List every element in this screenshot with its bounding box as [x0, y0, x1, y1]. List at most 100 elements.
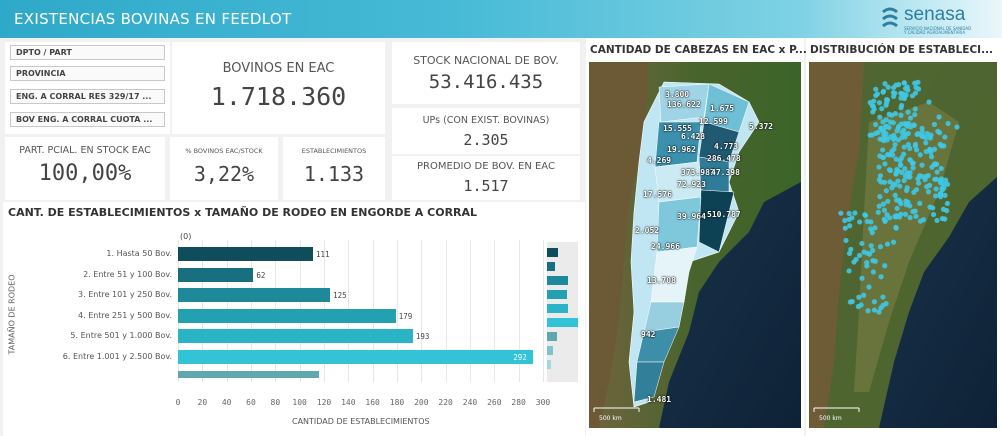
establishment-point [919, 162, 925, 168]
slicer-dpto-part[interactable]: DPTO / PART [10, 45, 165, 60]
x-gridline [494, 240, 496, 382]
establishment-point [911, 122, 917, 128]
establishment-point [878, 274, 884, 280]
establishment-point [907, 214, 913, 221]
establishment-point [880, 88, 887, 94]
establishment-point [883, 96, 890, 103]
establishment-point [924, 131, 930, 137]
establishment-point [901, 80, 907, 86]
establishment-point [883, 131, 889, 137]
establishment-point [938, 190, 944, 196]
establishment-point [917, 173, 923, 179]
map-distribucion-graphic [809, 62, 997, 428]
bar-value-label: 193 [415, 332, 430, 342]
x-tick-label: 220 [438, 398, 453, 407]
bar[interactable] [178, 267, 254, 282]
bar[interactable] [178, 370, 320, 378]
bar[interactable] [178, 308, 396, 323]
establishment-point [895, 178, 901, 184]
establishment-point [917, 218, 924, 224]
bar-value-label: 62 [256, 270, 266, 280]
establishment-point [880, 201, 887, 207]
establishment-point [923, 173, 929, 179]
establishment-point [933, 186, 939, 192]
establishment-point [871, 299, 878, 305]
establishment-point [871, 98, 877, 104]
establishment-point [910, 208, 916, 215]
x-gridline [421, 240, 423, 382]
establishment-point [942, 134, 948, 140]
x-gridline [518, 240, 520, 382]
map-region-value: 1.675 [710, 104, 735, 113]
establishment-point [901, 151, 907, 157]
establishment-point [940, 206, 947, 212]
establishment-point [917, 152, 923, 158]
x-tick-label: 80 [270, 398, 281, 407]
bar-value-label: 292 [513, 353, 527, 362]
minimap-bar [547, 276, 569, 285]
x-gridline [470, 240, 471, 382]
bar[interactable] [178, 350, 534, 364]
establishment-point [927, 146, 933, 152]
bar[interactable] [178, 329, 413, 344]
establishment-point [846, 216, 852, 223]
y-category-label: 1. Hasta 50 Bov. [106, 249, 172, 258]
establishment-point [926, 99, 932, 105]
establishment-point [890, 120, 896, 126]
establishment-point [905, 130, 911, 137]
establishment-point [859, 275, 865, 281]
establishment-point [842, 225, 848, 231]
header-bar [0, 0, 1002, 38]
bar[interactable] [178, 288, 331, 303]
establishment-point [843, 237, 849, 244]
establishment-point [919, 125, 925, 131]
kpi-promedio-label: PROMEDIO DE BOV. EN EAC [417, 161, 555, 172]
slicer-bov-eng-corral-cuota[interactable]: BOV ENG. A CORRAL CUOTA ... [10, 112, 165, 127]
minimap-bar [547, 304, 569, 313]
map-region-value: 17.576 [643, 190, 672, 199]
x-gridline [445, 240, 447, 382]
establishment-point [931, 121, 938, 128]
establishment-point [883, 188, 889, 194]
establishment-point [855, 303, 862, 310]
establishment-point [892, 111, 898, 117]
establishment-point [884, 241, 891, 247]
map-region-value: 47.398 [711, 168, 740, 177]
establishment-point [875, 129, 881, 135]
minimap-bar [547, 262, 556, 271]
senasa-logo: senasa SERVICIO NACIONAL DE SANIDAD Y CA… [876, 3, 996, 35]
minimap-bar [547, 248, 559, 257]
chart-scroll-minimap[interactable] [547, 242, 578, 382]
establishment-point [913, 213, 919, 219]
establishment-point [898, 162, 904, 168]
slicer-eng-corral-res[interactable]: ENG. A CORRAL RES 329/17 ... [10, 89, 165, 104]
senasa-logo-icon [882, 7, 898, 28]
map-region-value: 19.962 [667, 145, 696, 154]
establishment-point [885, 84, 891, 90]
establishment-point [877, 153, 883, 159]
bar[interactable] [178, 247, 314, 261]
establishment-point [877, 173, 884, 179]
map-region-value: 6.428 [681, 132, 706, 141]
x-tick-label: 160 [365, 398, 380, 407]
establishment-point [907, 157, 913, 163]
map-distribucion[interactable]: 500 km [809, 62, 997, 428]
establishment-point [891, 134, 898, 140]
x-tick-label: 280 [511, 398, 526, 407]
x-tick-label: 0 [175, 398, 181, 407]
establishment-point [931, 146, 938, 152]
establishment-point [923, 140, 929, 146]
establishment-point [882, 81, 888, 87]
establishment-point [885, 198, 891, 204]
x-tick-label: 40 [221, 398, 232, 407]
y-category-label: 2. Entre 51 y 100 Bov. [83, 269, 172, 279]
establishment-point [892, 142, 898, 148]
establishment-point [933, 193, 939, 199]
establishment-point [935, 128, 941, 134]
establishment-point [938, 176, 945, 182]
establishment-point [848, 246, 854, 252]
map-cabezas[interactable]: 500 km 3.800 136.622 1.675 12.599 5.372 15.55… [589, 62, 801, 428]
establishment-point [862, 212, 868, 218]
slicer-provincia[interactable]: PROVINCIA [10, 66, 165, 81]
map-cabezas-graphic [589, 62, 801, 428]
